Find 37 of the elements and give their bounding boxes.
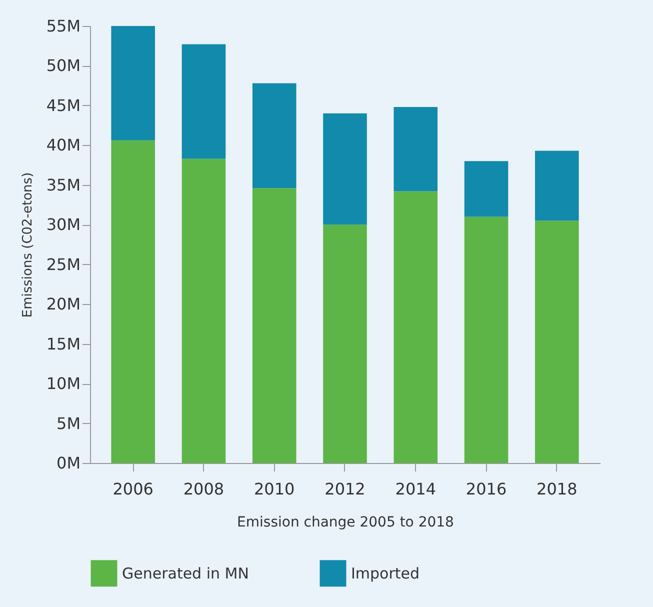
x-axis-title: Emission change 2005 to 2018: [237, 514, 454, 530]
x-tick-label: 2008: [183, 480, 224, 498]
y-tick-label: 30M: [46, 215, 80, 234]
y-tick-label: 20M: [46, 294, 80, 314]
bar: [252, 83, 296, 188]
bar: [535, 150, 579, 221]
x-tick-label: 2010: [254, 480, 295, 498]
x-tick-label: 2012: [324, 480, 366, 498]
y-tick-label: 35M: [46, 175, 80, 194]
bar: [323, 113, 367, 225]
bar: [182, 158, 226, 463]
legend-label: Generated in MN: [122, 564, 249, 582]
bar: [252, 188, 296, 463]
y-tick-label: 50M: [46, 56, 80, 76]
y-tick-label: 0M: [56, 454, 80, 472]
y-axis-title: Emissions (C02-etons): [20, 172, 36, 318]
legend-label: Imported: [351, 564, 420, 582]
bar: [464, 161, 508, 217]
bar: [111, 140, 155, 463]
y-tick-label: 45M: [46, 96, 80, 115]
y-tick-label: 25M: [46, 254, 80, 274]
x-tick-label: 2016: [466, 480, 507, 498]
x-tick-label: 2014: [395, 480, 436, 498]
y-tick-label: 55M: [46, 16, 80, 36]
bar: [394, 191, 438, 463]
bar: [535, 220, 579, 463]
bar: [394, 107, 438, 192]
y-tick-label: 15M: [46, 334, 80, 354]
y-tick-label: 40M: [46, 136, 80, 155]
bar: [111, 26, 155, 140]
y-tick-label: 10M: [46, 374, 80, 394]
bar: [182, 44, 226, 159]
bar: [464, 216, 508, 463]
y-tick-label: 5M: [56, 414, 80, 433]
x-tick-label: 2018: [536, 480, 578, 498]
x-tick-label: 2006: [112, 480, 154, 498]
bar: [323, 224, 367, 463]
